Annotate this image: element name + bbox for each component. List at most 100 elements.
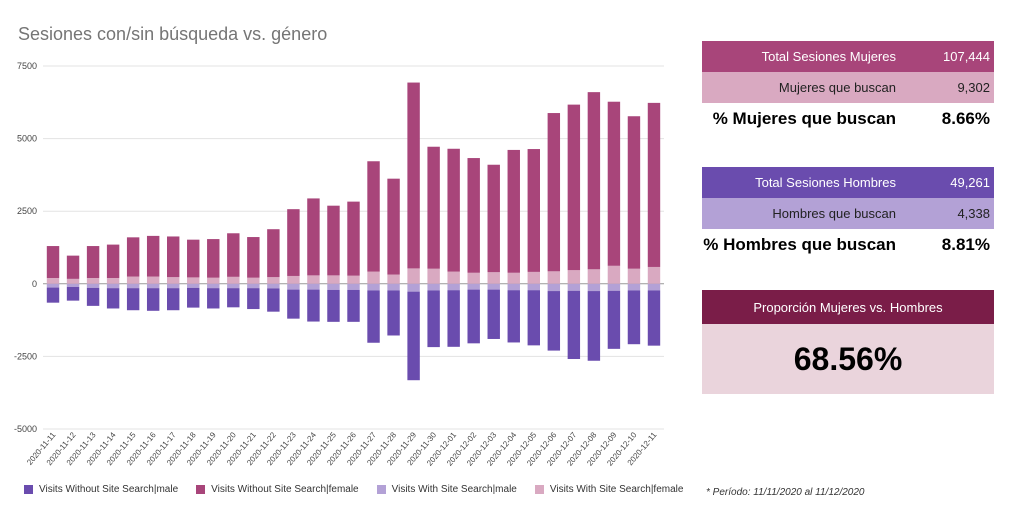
men-search-row: Hombres que buscan 4,338 <box>702 198 994 229</box>
bar-segment <box>247 237 260 278</box>
bar-segment <box>126 276 140 284</box>
bar-segment <box>327 289 340 322</box>
stacked-bar-chart: -5000-250002500500075002020-11-112020-11… <box>14 61 664 468</box>
bar-segment <box>187 283 200 288</box>
bar-segment <box>507 149 520 273</box>
women-search-label: Mujeres que buscan <box>778 80 896 95</box>
bar-segment <box>627 290 641 345</box>
bar-segment <box>126 288 140 311</box>
bar-segment <box>307 283 320 290</box>
bar-segment <box>547 271 561 284</box>
ratio-label: Proporción Mujeres vs. Hombres <box>702 290 994 324</box>
ratio-scorecard: Proporción Mujeres vs. Hombres 68.56% <box>702 290 994 394</box>
bar-segment <box>207 288 220 309</box>
bar-segment <box>507 272 520 284</box>
men-pct-label: % Hombres que buscan <box>703 234 896 254</box>
legend-swatch-female-without <box>196 485 206 494</box>
bar-segment <box>287 275 300 284</box>
bar-segment <box>567 270 581 284</box>
bar-segment <box>46 277 60 284</box>
bar-segment <box>607 283 621 291</box>
bar-segment <box>106 277 120 284</box>
bar-segment <box>527 271 541 284</box>
bar-segment <box>247 277 260 284</box>
legend-label-female-with: Visits With Site Search|female <box>549 484 684 495</box>
bar-segment <box>367 271 380 284</box>
bar-segment <box>487 283 500 290</box>
bar-segment <box>267 288 280 312</box>
bar-segment <box>627 283 641 291</box>
bar-segment <box>607 265 621 284</box>
legend-item-male-without[interactable]: Visits Without Site Search|male <box>24 484 178 495</box>
period-note: * Período: 11/11/2020 al 11/12/2020 <box>706 487 865 498</box>
legend-swatch-male-with <box>376 485 386 494</box>
y-tick-label: -2500 <box>14 351 37 361</box>
women-pct-value: 8.66% <box>941 108 990 128</box>
bar-segment <box>447 283 460 291</box>
legend-swatch-male-without <box>24 485 33 494</box>
bar-segment <box>447 290 460 347</box>
bar-segment <box>567 290 581 360</box>
bar-segment <box>166 236 180 278</box>
women-scorecard: Total Sesiones Mujeres 107,444 Mujeres q… <box>702 41 994 134</box>
bar-segment <box>146 276 160 284</box>
women-search-value: 9,302 <box>957 80 990 95</box>
bar-segment <box>567 283 581 291</box>
bar-segment <box>327 283 340 290</box>
bar-segment <box>207 277 220 284</box>
bar-segment <box>547 291 561 351</box>
bar-segment <box>46 246 60 278</box>
women-pct-label: % Mujeres que buscan <box>712 108 896 128</box>
bar-segment <box>267 229 280 278</box>
bar-segment <box>547 283 561 292</box>
bar-segment <box>166 277 180 284</box>
bar-segment <box>567 104 581 271</box>
bar-segment <box>227 276 240 284</box>
chart-title: Sesiones con/sin búsqueda vs. género <box>18 24 328 44</box>
bar-segment <box>166 283 180 289</box>
legend-item-female-without[interactable]: Visits Without Site Search|female <box>196 484 359 495</box>
bar-segment <box>307 289 320 322</box>
bar-segment <box>647 102 661 267</box>
bar-segment <box>287 283 300 290</box>
bar-segment <box>86 283 100 288</box>
ratio-value: 68.56% <box>702 324 994 394</box>
bar-segment <box>627 116 641 269</box>
men-pct-row: % Hombres que buscan 8.81% <box>702 229 994 260</box>
bar-segment <box>387 274 400 284</box>
y-tick-label: 7500 <box>17 61 37 71</box>
bar-segment <box>126 283 140 289</box>
bar-segment <box>607 290 621 349</box>
bar-segment <box>367 290 380 343</box>
bar-segment <box>647 283 661 291</box>
bar-segment <box>467 283 480 290</box>
men-total-label: Total Sesiones Hombres <box>755 175 896 190</box>
legend-swatch-female-with <box>534 485 544 494</box>
bar-segment <box>387 283 400 291</box>
bar-segment <box>146 283 160 289</box>
women-total-label: Total Sesiones Mujeres <box>761 49 896 64</box>
bar-segment <box>427 268 440 284</box>
bar-segment <box>407 283 420 292</box>
legend-label-male-with: Visits With Site Search|male <box>391 484 517 495</box>
bar-segment <box>126 237 140 277</box>
y-tick-label: 2500 <box>17 206 37 216</box>
bar-segment <box>307 275 320 284</box>
men-pct-value: 8.81% <box>941 234 990 254</box>
y-tick-label: -5000 <box>14 424 37 434</box>
bar-segment <box>227 233 240 277</box>
bar-segment <box>647 266 661 284</box>
bar-segment <box>587 291 601 361</box>
men-scorecard: Total Sesiones Hombres 49,261 Hombres qu… <box>702 167 994 260</box>
bar-segment <box>347 201 360 276</box>
men-search-label: Hombres que buscan <box>772 206 896 221</box>
legend-item-male-with[interactable]: Visits With Site Search|male <box>376 484 517 495</box>
legend-item-female-with[interactable]: Visits With Site Search|female <box>534 484 684 495</box>
bar-segment <box>187 287 200 308</box>
bar-segment <box>467 272 480 284</box>
women-pct-row: % Mujeres que buscan 8.66% <box>702 103 994 134</box>
bar-segment <box>407 82 420 269</box>
bar-segment <box>347 275 360 284</box>
women-search-row: Mujeres que buscan 9,302 <box>702 72 994 103</box>
women-total-value: 107,444 <box>943 49 990 64</box>
